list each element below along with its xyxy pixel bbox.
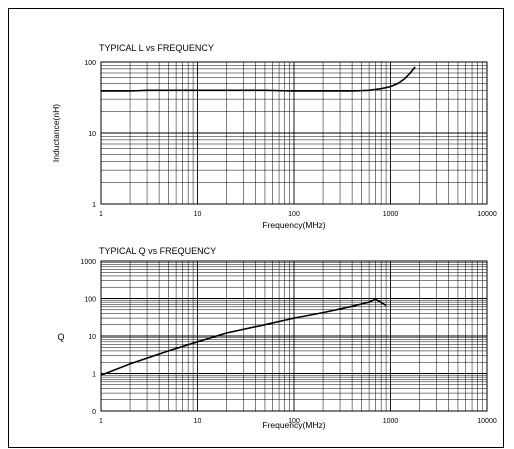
x-axis-label: Frequency(MHz) (262, 220, 325, 230)
y-tick-label: 10 (88, 334, 96, 341)
x-tick-label: 1000 (383, 418, 399, 425)
x-tick-label: 100 (288, 418, 300, 425)
y-axis-label: Inductance(nH) (51, 104, 61, 162)
y-tick-label: 0 (92, 409, 96, 416)
chart-title: TYPICAL Q vs FREQUENCY (99, 246, 216, 256)
x-axis-label: Frequency(MHz) (262, 420, 325, 430)
x-tick-label: 1 (99, 418, 103, 425)
plot-border (100, 260, 488, 412)
series-line (100, 298, 387, 376)
x-tick-label: 10000 (477, 211, 497, 218)
y-axis-label: Q (57, 332, 64, 342)
x-tick-label: 100 (288, 211, 300, 218)
chart-title: TYPICAL L vs FREQUENCY (99, 43, 214, 53)
y-tick-label: 1000 (80, 259, 96, 266)
chart-1 (100, 61, 488, 205)
plot-border (100, 61, 488, 205)
y-tick-label: 100 (84, 60, 96, 67)
chart-2 (100, 260, 488, 412)
y-tick-label: 100 (84, 297, 96, 304)
y-tick-label: 1 (92, 372, 96, 379)
figure-frame: 1 10 100 1000 10000 1 10 100 TYPICAL L vs FREQUE… (8, 8, 504, 448)
x-tick-label: 10 (194, 211, 202, 218)
x-tick-label: 10 (194, 418, 202, 425)
y-tick-label: 1 (92, 202, 96, 209)
x-tick-label: 1 (99, 211, 103, 218)
x-tick-label: 10000 (477, 418, 497, 425)
y-tick-label: 10 (88, 131, 96, 138)
x-tick-label: 1000 (383, 211, 399, 218)
series-line (101, 66, 416, 92)
